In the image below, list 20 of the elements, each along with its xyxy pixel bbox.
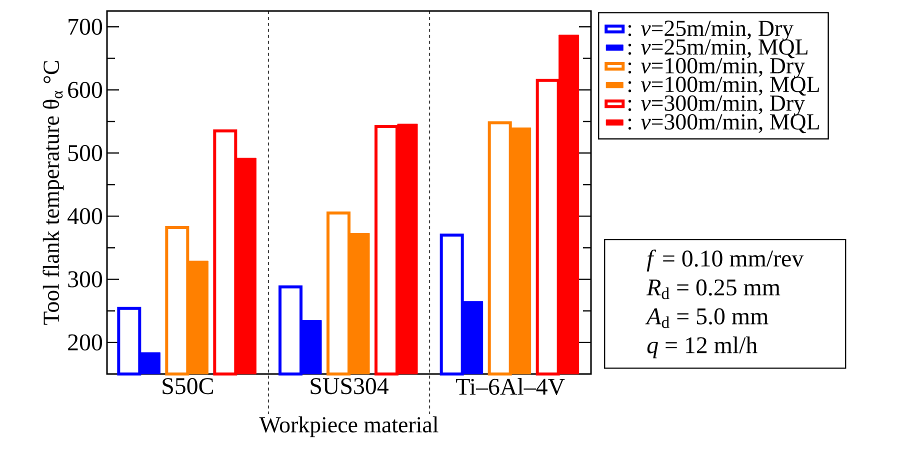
- y-axis-title: Tool flank temperature θ$_{α}$ °C: [42, 61, 64, 325]
- legend-label: : v=100m/min, Dry: [628, 58, 805, 78]
- x-tick-label: SUS304: [310, 378, 388, 394]
- text: q = 12 ml/h: [647, 336, 758, 358]
- x-tick-label: S50C: [162, 378, 213, 394]
- x-tick-label: Ti–6Al–4V: [456, 378, 565, 396]
- y-tick-label: 200: [68, 334, 102, 350]
- y-tick-label: 500: [68, 144, 102, 162]
- y-tick-label: 300: [68, 271, 102, 288]
- legend-label: : v=300m/min, MQL: [628, 114, 819, 134]
- y-tick-label: 600: [68, 82, 102, 98]
- legend-label: : v=100m/min, MQL: [628, 76, 819, 96]
- y-tick-label: 400: [68, 208, 102, 224]
- legend-label: : v=25m/min, Dry: [628, 20, 794, 41]
- text: f = 0.10 mm/rev: [646, 250, 804, 272]
- text: R$_{d}$ = 0.25 mm: [646, 279, 780, 300]
- x-axis-title: Workpiece material: [259, 416, 438, 438]
- legend-label: : v=25m/min, MQL: [628, 39, 808, 58]
- y-tick-label: 700: [68, 18, 102, 35]
- text: A$_{d}$ = 5.0 mm: [645, 308, 768, 328]
